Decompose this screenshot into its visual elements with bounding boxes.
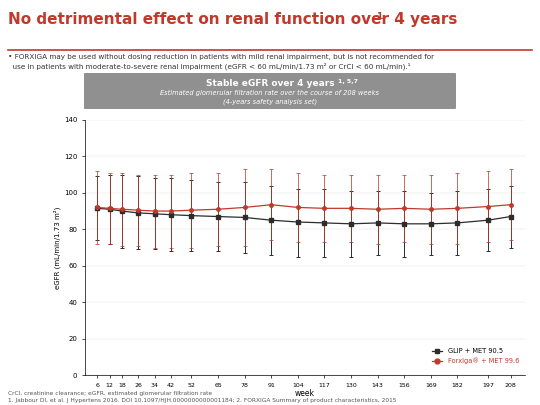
FancyBboxPatch shape [84, 73, 456, 109]
Text: CrCl, creatinine clearance; eGFR, estimated glomerular filtration rate: CrCl, creatinine clearance; eGFR, estima… [8, 391, 212, 396]
Text: • FORXIGA may be used without dosing reduction in patients with mild renal impai: • FORXIGA may be used without dosing red… [8, 54, 434, 60]
Text: Estimated glomerular filtration rate over the course of 208 weeks: Estimated glomerular filtration rate ove… [160, 90, 380, 96]
Text: No detrimental effect on renal function over 4 years: No detrimental effect on renal function … [8, 12, 457, 27]
Text: (4-years safety analysis set): (4-years safety analysis set) [223, 98, 317, 104]
Text: 1: 1 [376, 12, 382, 21]
Text: use in patients with moderate-to-severe renal impairment (eGFR < 60 mL/min/1.73 : use in patients with moderate-to-severe … [8, 63, 410, 70]
Y-axis label: eGFR (mL/min/1.73 m²): eGFR (mL/min/1.73 m²) [53, 206, 61, 289]
Text: 1. Jabbour DI, et al. J Hypertens 2016. DOI 10.1097/HJH.0000000000001184; 2. FOR: 1. Jabbour DI, et al. J Hypertens 2016. … [8, 398, 396, 403]
Text: Stable eGFR over 4 years: Stable eGFR over 4 years [206, 79, 334, 88]
Text: 1, 5,7: 1, 5,7 [338, 79, 358, 84]
Legend: GLIP + MET 90.5, Forxiga® + MET 99.6: GLIP + MET 90.5, Forxiga® + MET 99.6 [430, 345, 522, 367]
X-axis label: week: week [295, 389, 315, 398]
